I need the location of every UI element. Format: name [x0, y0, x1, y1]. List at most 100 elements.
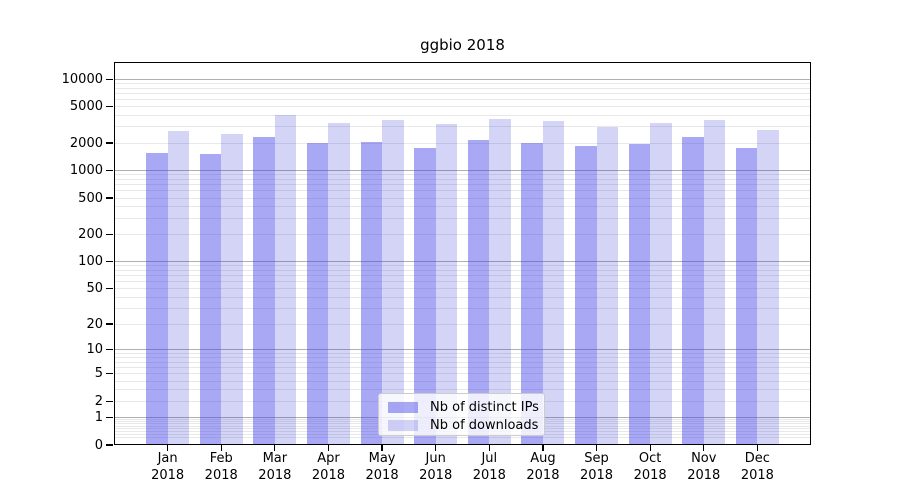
gridline-minor: [114, 178, 811, 180]
y-tick-mark: [106, 233, 113, 235]
x-tick-label-jun: Jun 2018: [396, 450, 476, 484]
gridline-minor: [114, 92, 811, 94]
gridline-major: [114, 349, 811, 351]
y-tick-label: 2: [94, 393, 103, 409]
x-tick-mark: [488, 445, 490, 451]
gridline-minor: [114, 296, 811, 298]
legend-item-distinct-ips: Nb of distinct IPs: [379, 399, 544, 416]
bar-downloads-aug: [542, 120, 565, 445]
gridline-minor: [114, 357, 811, 359]
gridline-minor: [114, 98, 811, 100]
bar-downloads-apr: [328, 122, 350, 445]
bar-downloads-feb: [221, 133, 243, 445]
bar-downloads-mar: [274, 115, 297, 445]
legend-label: Nb of distinct IPs: [430, 400, 539, 415]
x-tick-mark: [381, 445, 383, 451]
gridline-minor: [114, 126, 811, 128]
bar-distinct-ips-nov: [682, 136, 704, 445]
bar-distinct-ips-feb: [199, 153, 222, 445]
y-tick-label: 5: [94, 366, 103, 382]
x-tick-mark: [542, 445, 544, 451]
legend: Nb of distinct IPs Nb of downloads: [378, 393, 545, 436]
x-tick-year: 2018: [526, 468, 560, 483]
gridline-minor: [114, 308, 811, 310]
gridline-minor: [114, 265, 811, 267]
gridline-minor: [114, 174, 811, 176]
x-tick-year: 2018: [419, 468, 453, 483]
x-tick-label-feb: Feb 2018: [181, 450, 261, 484]
y-tick-mark: [106, 288, 113, 290]
y-tick-mark: [106, 142, 113, 144]
bar-distinct-ips-jan: [146, 152, 168, 445]
y-tick-mark: [106, 169, 113, 172]
gridline-minor: [114, 353, 811, 355]
x-tick-year: 2018: [472, 468, 506, 483]
gridline-minor: [114, 190, 811, 192]
gridline-major: [114, 170, 811, 172]
legend-swatch-distinct-ips: [388, 402, 418, 413]
x-tick-label-sep: Sep 2018: [557, 450, 637, 484]
y-tick-mark: [106, 106, 113, 108]
gridline-minor: [114, 361, 811, 363]
y-tick-mark: [106, 444, 113, 446]
y-tick-mark: [106, 323, 113, 325]
x-tick-year: 2018: [151, 468, 185, 483]
gridline-minor: [114, 82, 811, 84]
bar-downloads-jun: [435, 124, 458, 445]
y-tick-label: 5000: [69, 99, 103, 115]
bar-downloads-dec: [757, 129, 779, 445]
x-tick-label-dec: Dec 2018: [717, 450, 797, 484]
x-tick-label-apr: Apr 2018: [288, 450, 368, 484]
gridline-minor: [114, 115, 811, 117]
y-tick-label: 20: [86, 316, 103, 332]
y-tick-label: 2000: [69, 135, 103, 151]
x-tick-label-jul: Jul 2018: [449, 450, 529, 484]
y-tick-label: 500: [78, 190, 103, 206]
bar-downloads-may: [382, 119, 404, 445]
x-tick-mark: [435, 445, 437, 451]
y-tick-label: 100: [78, 254, 103, 270]
bar-distinct-ips-oct: [628, 144, 651, 445]
x-tick-year: 2018: [633, 468, 667, 483]
y-tick-mark: [106, 78, 113, 80]
x-tick-label-nov: Nov 2018: [664, 450, 744, 484]
gridline-minor: [114, 288, 811, 290]
gridline-minor: [114, 87, 811, 89]
x-tick-year: 2018: [365, 468, 399, 483]
bar-distinct-ips-mar: [253, 136, 275, 445]
x-tick-mark: [220, 445, 222, 451]
x-tick-mark: [649, 445, 651, 451]
gridline-major: [114, 78, 811, 80]
bar-downloads-jan: [167, 131, 190, 445]
x-tick-mark: [756, 445, 758, 451]
gridline-minor: [114, 184, 811, 186]
legend-swatch-downloads: [388, 420, 418, 431]
gridline-minor: [114, 367, 811, 369]
x-tick-year: 2018: [311, 468, 345, 483]
y-tick-label: 1000: [69, 163, 103, 179]
gridline-major: [114, 261, 811, 263]
y-tick-label: 1: [94, 409, 103, 425]
y-tick-mark: [106, 400, 113, 402]
gridline-minor: [114, 437, 811, 439]
gridline-minor: [114, 373, 811, 375]
legend-label: Nb of downloads: [430, 418, 539, 433]
gridline-minor: [114, 380, 811, 382]
x-tick-label-mar: Mar 2018: [235, 450, 315, 484]
legend-item-downloads: Nb of downloads: [379, 417, 544, 434]
x-tick-year: 2018: [579, 468, 614, 483]
y-tick-label: 50: [86, 281, 103, 297]
bar-distinct-ips-aug: [521, 142, 543, 445]
bar-distinct-ips-dec: [735, 148, 758, 445]
gridline-minor: [114, 281, 811, 283]
gridline-minor: [114, 323, 811, 325]
bar-downloads-jul: [489, 118, 511, 445]
x-tick-year: 2018: [740, 468, 774, 483]
bar-distinct-ips-apr: [307, 143, 329, 445]
bar-downloads-sep: [596, 126, 618, 445]
bar-distinct-ips-jul: [467, 140, 490, 445]
y-tick-label: 200: [78, 226, 103, 242]
x-tick-label-oct: Oct 2018: [610, 450, 690, 484]
gridline-minor: [114, 275, 811, 277]
